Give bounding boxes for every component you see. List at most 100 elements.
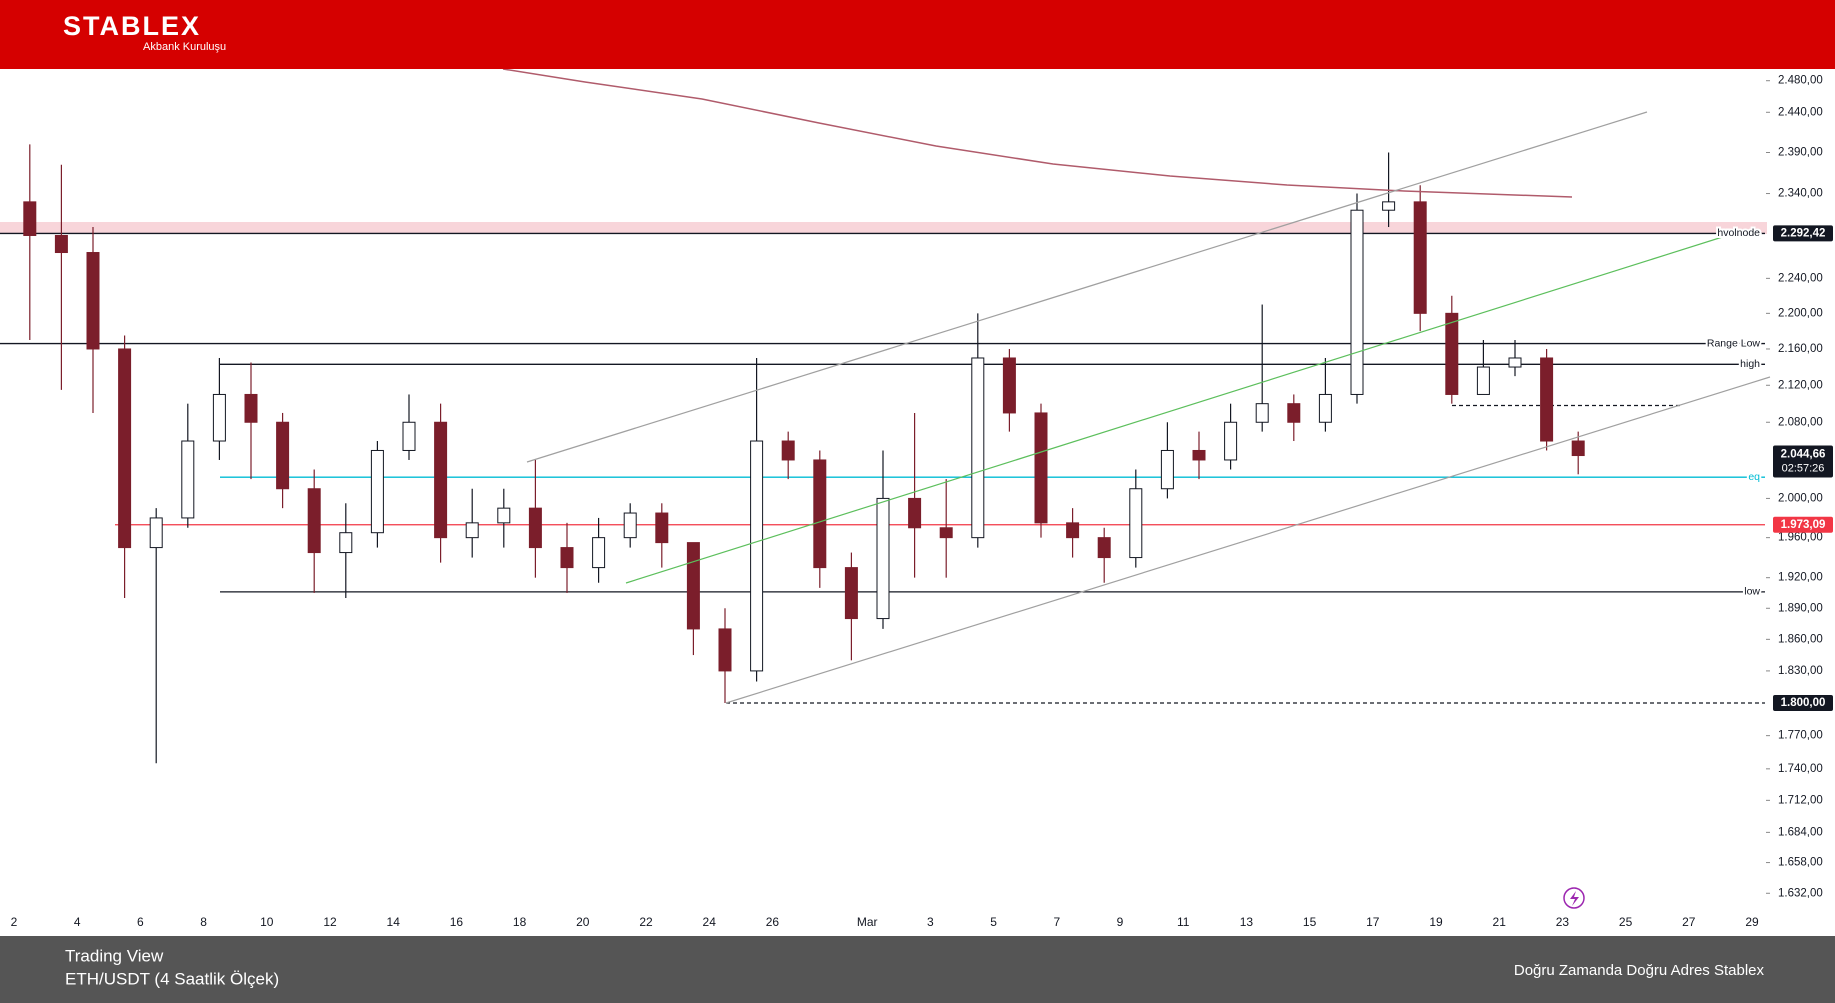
x-tick-label: 2 xyxy=(11,915,18,929)
last-price-label: 2.044,66 xyxy=(1781,449,1826,461)
x-tick-label: 4 xyxy=(74,915,81,929)
y-tick-label: 2.340,00 xyxy=(1778,188,1823,200)
candle-body xyxy=(1508,357,1522,368)
y-tick-label: 1.684,00 xyxy=(1778,826,1823,838)
x-tick-label: 10 xyxy=(260,915,274,929)
candle-body xyxy=(1287,403,1301,423)
candle-body xyxy=(181,440,195,519)
footer xyxy=(0,936,1835,1003)
y-tick-label: 1.860,00 xyxy=(1778,633,1823,645)
level-name: high xyxy=(1740,358,1760,370)
candle-body xyxy=(844,567,858,620)
zone xyxy=(0,222,1767,234)
candle-body xyxy=(1097,537,1111,559)
price-box xyxy=(1773,225,1833,242)
candle-body xyxy=(750,440,764,672)
candle-body xyxy=(465,522,479,539)
candle-body xyxy=(339,532,353,554)
moving-average xyxy=(502,68,1573,198)
x-tick-label: 23 xyxy=(1556,915,1570,929)
y-tick-label: 2.480,00 xyxy=(1778,75,1823,87)
candle-body xyxy=(781,440,795,461)
candle-body xyxy=(1034,412,1048,524)
candle-body xyxy=(1224,421,1238,461)
trend-line xyxy=(625,233,1733,584)
candle-body xyxy=(1066,522,1080,539)
x-tick-label: 7 xyxy=(1053,915,1060,929)
y-tick-label: 1.712,00 xyxy=(1778,794,1823,806)
candle-body xyxy=(118,348,132,549)
x-tick-label: Mar xyxy=(857,915,878,929)
event-icon[interactable] xyxy=(1563,887,1585,909)
x-tick-label: 29 xyxy=(1745,915,1759,929)
x-tick-label: 22 xyxy=(639,915,653,929)
price-box xyxy=(1773,516,1833,533)
logo: STABLEX xyxy=(63,11,201,41)
x-tick-label: 6 xyxy=(137,915,144,929)
x-tick-label: 24 xyxy=(703,915,717,929)
y-tick-label: 2.080,00 xyxy=(1778,416,1823,428)
countdown: 02:57:26 xyxy=(1782,462,1825,474)
candle-body xyxy=(276,421,290,490)
level-name: low xyxy=(1744,586,1760,598)
price-box xyxy=(1773,695,1833,712)
footer-slogan: Doğru Zamanda Doğru Adres Stablex xyxy=(1514,962,1765,979)
candle-body xyxy=(623,512,637,539)
candle-body xyxy=(655,512,669,544)
candle-body xyxy=(528,507,542,549)
candle-body xyxy=(1382,201,1396,211)
candle-body xyxy=(592,537,606,569)
candle-body xyxy=(1192,449,1206,461)
y-tick-label: 1.658,00 xyxy=(1778,857,1823,869)
candle-body xyxy=(1413,201,1427,314)
trend-line xyxy=(526,111,1648,463)
y-tick-label: 2.240,00 xyxy=(1778,272,1823,284)
footer-symbol: ETH/USDT (4 Saatlik Ölçek) xyxy=(65,969,279,988)
y-tick-label: 2.000,00 xyxy=(1778,492,1823,504)
candle-body xyxy=(718,628,732,672)
x-tick-label: 8 xyxy=(200,915,207,929)
x-tick-label: 27 xyxy=(1682,915,1696,929)
candle-body xyxy=(149,517,163,549)
candle-body xyxy=(1129,488,1143,559)
x-tick-label: 19 xyxy=(1429,915,1443,929)
candle-body xyxy=(1350,209,1364,395)
candle-body xyxy=(1445,312,1459,395)
x-tick-label: 18 xyxy=(513,915,527,929)
candle-body xyxy=(54,234,68,254)
y-tick-label: 2.440,00 xyxy=(1778,106,1823,118)
price-box-label: 1.973,09 xyxy=(1781,519,1826,531)
x-tick-label: 20 xyxy=(576,915,590,929)
x-tick-label: 17 xyxy=(1366,915,1380,929)
last-price-box xyxy=(1773,445,1833,478)
candle-body xyxy=(1571,440,1585,457)
x-tick-label: 5 xyxy=(990,915,997,929)
candle-body xyxy=(939,527,953,539)
candle-body xyxy=(23,201,37,236)
event-icon-bolt xyxy=(1570,891,1579,906)
x-tick-label: 21 xyxy=(1493,915,1507,929)
y-tick-label: 1.920,00 xyxy=(1778,572,1823,584)
price-box-label: 2.292,42 xyxy=(1781,227,1826,239)
y-tick-label: 2.120,00 xyxy=(1778,379,1823,391)
candle-body xyxy=(686,542,700,630)
x-tick-label: 9 xyxy=(1117,915,1124,929)
level-name: Range Low xyxy=(1707,337,1761,349)
header xyxy=(0,0,1835,69)
candle-body xyxy=(1255,403,1269,423)
candle-body xyxy=(402,421,416,451)
candle-body xyxy=(813,459,827,569)
candle-body xyxy=(1318,393,1332,423)
overlay: 2.480,00 2.440,00 2.390,00 2.340,00 2.240,00… xyxy=(11,75,1833,929)
y-tick-label: 1.770,00 xyxy=(1778,730,1823,742)
x-tick-label: 11 xyxy=(1177,915,1190,929)
candle-body xyxy=(1540,357,1554,442)
level-name: eq xyxy=(1748,471,1760,483)
level-name: hvolnode xyxy=(1717,227,1760,239)
candle-body xyxy=(908,497,922,529)
y-tick-label: 2.200,00 xyxy=(1778,307,1823,319)
x-tick-label: 14 xyxy=(387,915,401,929)
candle-body xyxy=(307,488,321,554)
x-tick-label: 3 xyxy=(927,915,934,929)
